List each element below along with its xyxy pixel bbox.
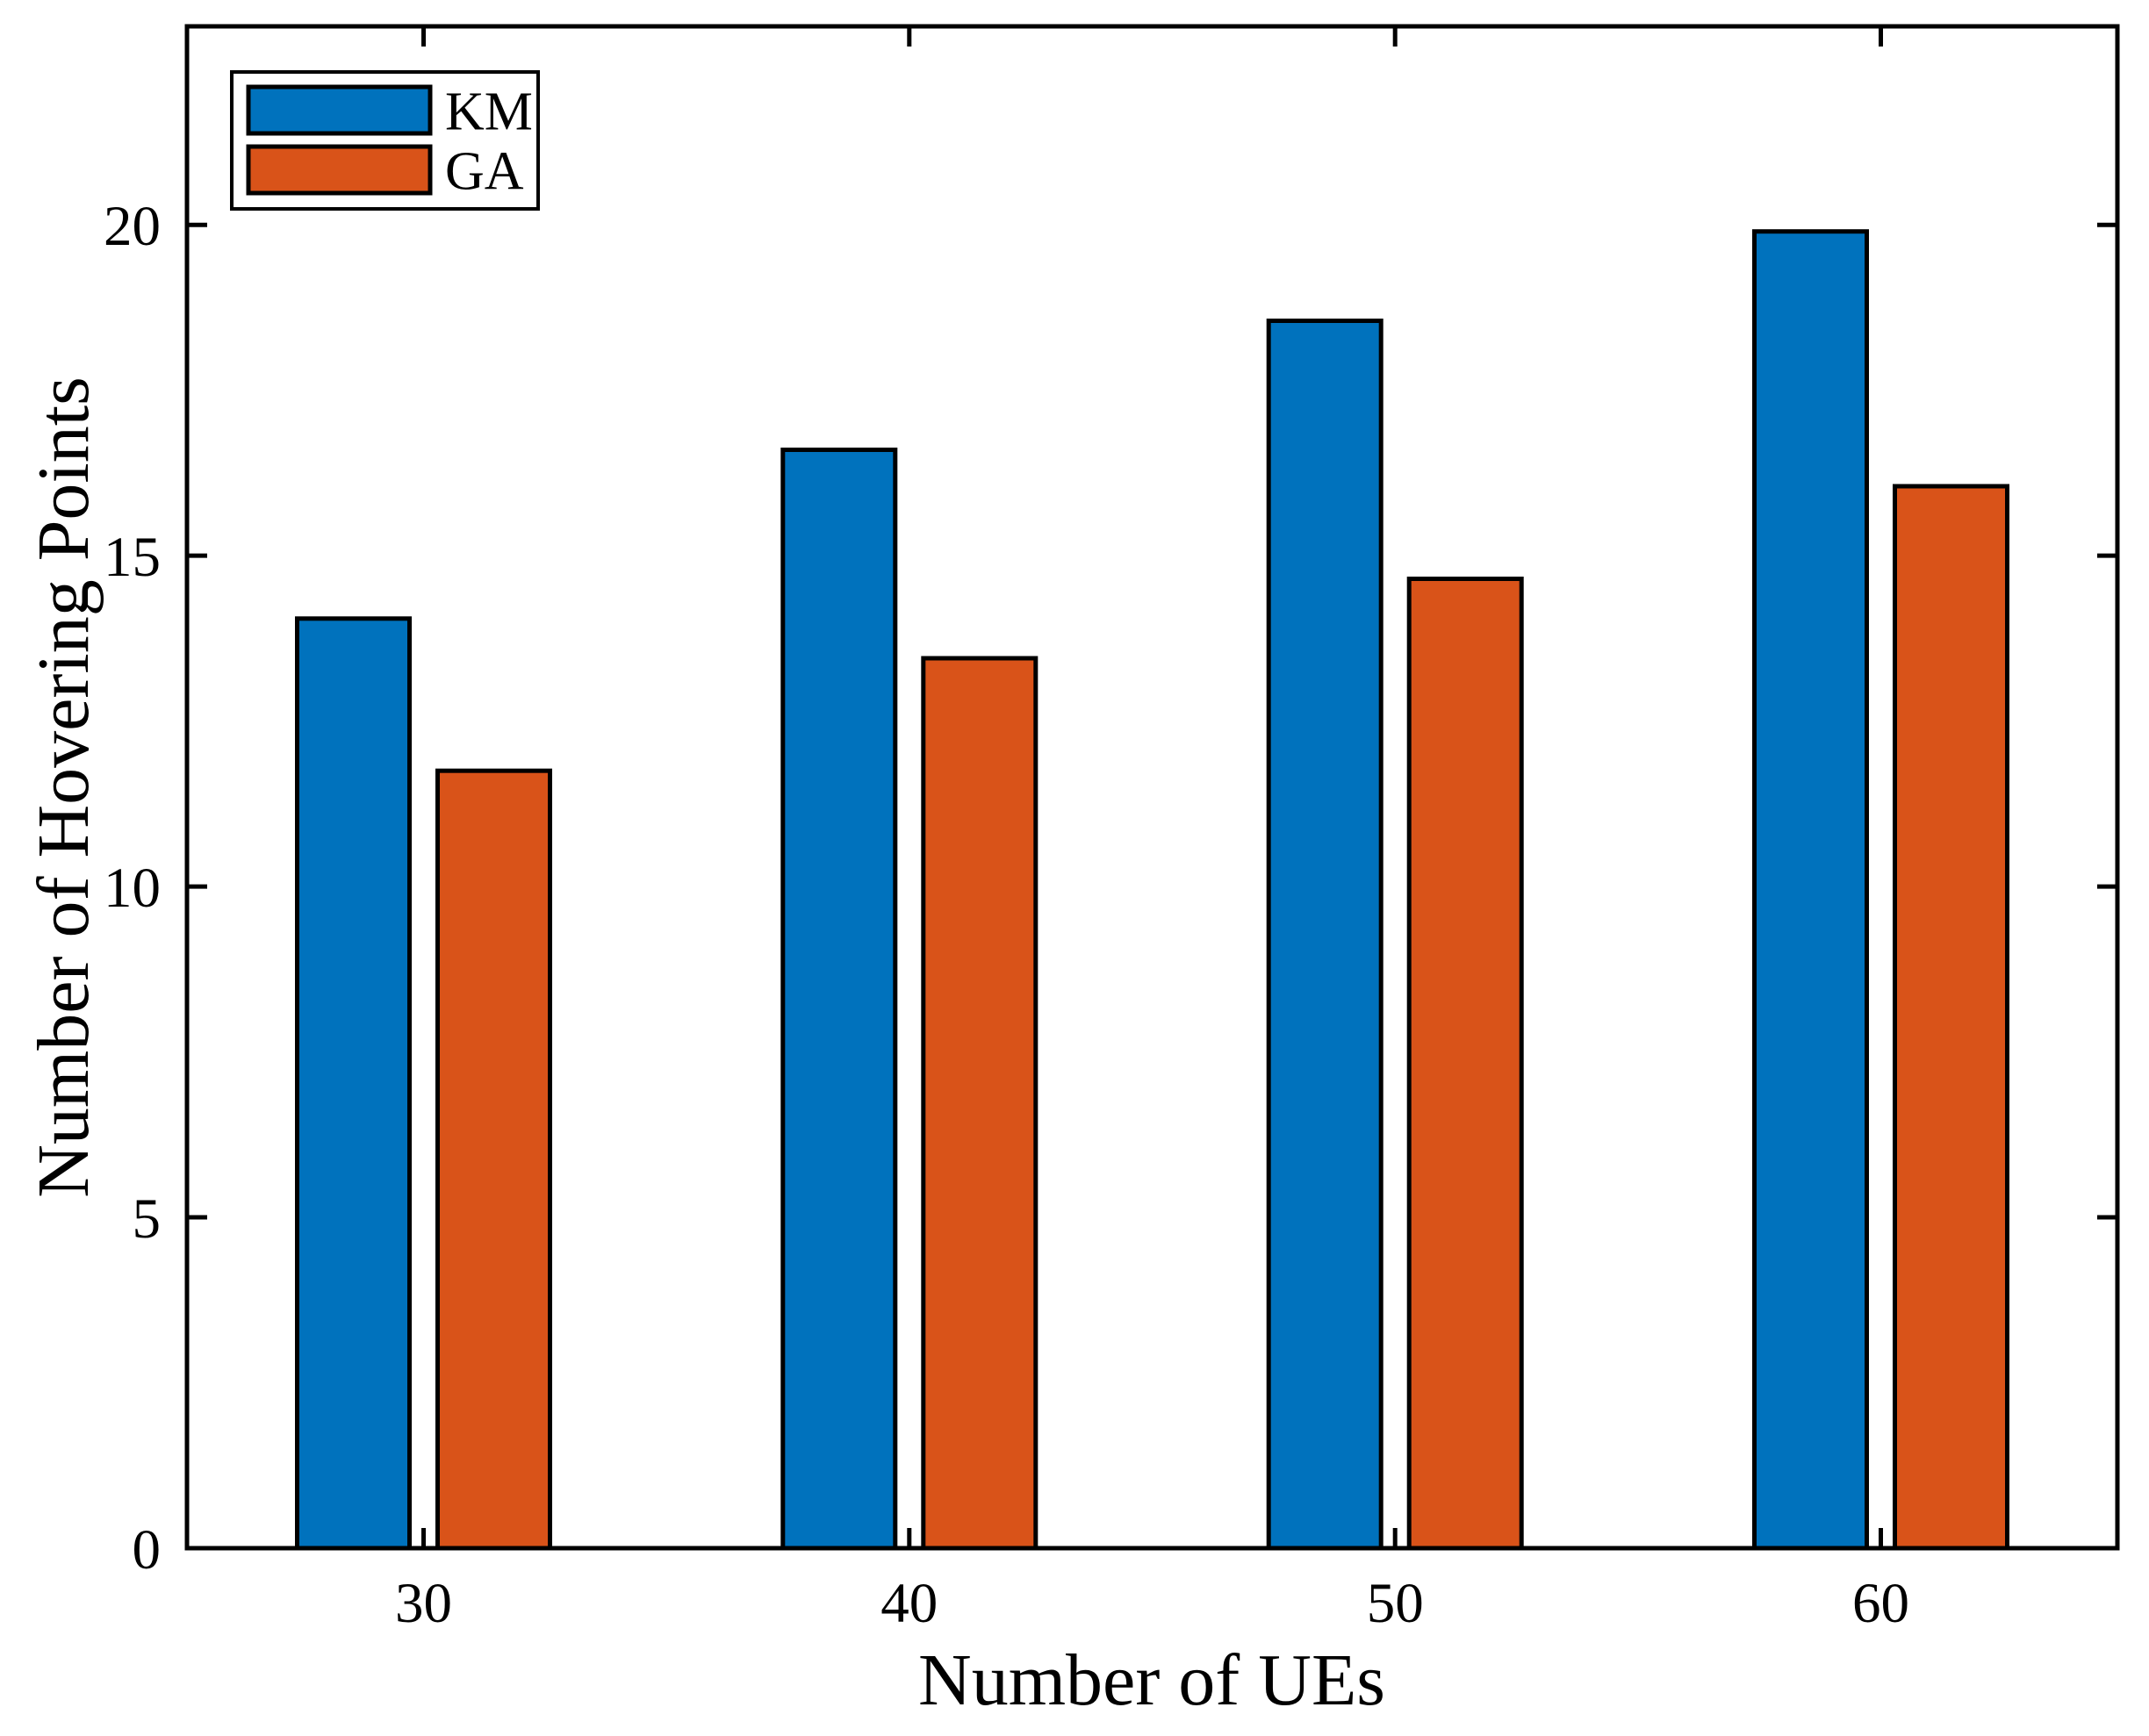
legend: KM GA [230,70,540,211]
bar-ga-60 [1893,484,2009,1551]
x-axis-label: Number of UEs [918,1639,1385,1721]
y-tick-label: 10 [104,857,161,920]
bar-km-60 [1752,229,1869,1551]
x-tick-label: 60 [1852,1572,1909,1635]
legend-swatch-ga [246,144,433,196]
legend-label-ga: GA [445,142,524,202]
x-tick-label: 50 [1367,1572,1424,1635]
bar-km-40 [780,448,898,1551]
y-tick-label: 15 [104,526,161,589]
bar-ga-50 [1406,577,1524,1551]
x-tick-label: 40 [880,1572,938,1635]
y-tick-label: 0 [133,1518,162,1582]
legend-label-km: KM [445,82,533,142]
ticks-layer [187,26,2117,1551]
legend-swatch-km [246,84,433,136]
y-tick-label: 5 [133,1187,162,1251]
y-axis-label: Number of Hovering Points [23,377,104,1198]
x-tick-label: 30 [395,1572,452,1635]
bar-ga-30 [435,768,552,1551]
plot-box [184,24,2120,1551]
bar-km-50 [1266,319,1384,1551]
bars-layer [295,229,2009,1551]
y-tick-label: 20 [104,195,161,258]
bar-ga-40 [921,656,1039,1551]
tick-labels-layer: 0 5 10 15 20 30 40 50 60 [104,195,1909,1635]
bar-km-30 [295,616,412,1551]
